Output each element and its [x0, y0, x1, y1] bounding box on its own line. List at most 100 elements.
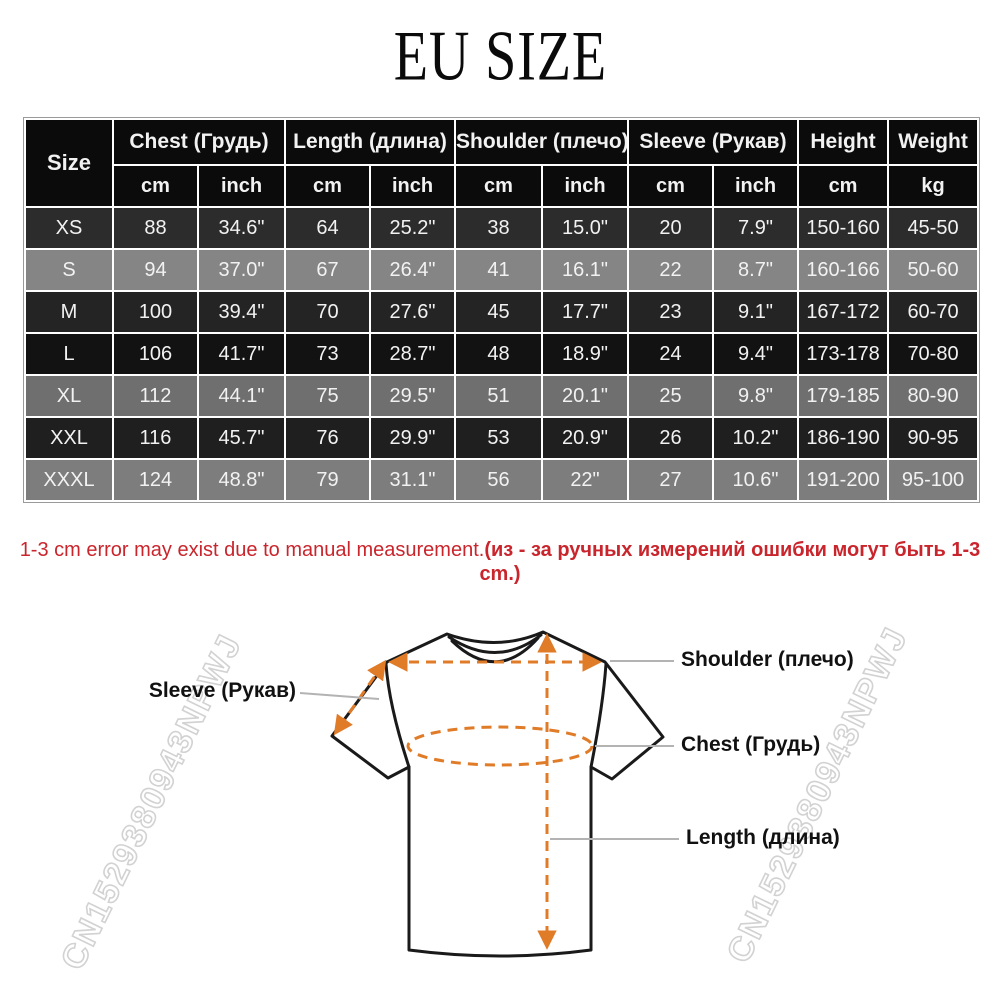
- value-cell: 25.2": [369, 206, 456, 250]
- column-group-header: Sleeve (Рукав): [626, 118, 800, 166]
- value-cell: 95-100: [887, 458, 980, 502]
- value-cell: 37.0": [197, 248, 286, 292]
- value-cell: 9.4": [711, 332, 800, 376]
- value-cell: 179-185: [797, 374, 890, 418]
- value-cell: 9.1": [711, 290, 800, 334]
- size-cell: L: [24, 332, 114, 376]
- size-cell: XXL: [24, 416, 114, 460]
- value-cell: 28.7": [369, 332, 456, 376]
- column-unit-header: cm: [627, 164, 714, 208]
- value-cell: 116: [112, 416, 199, 460]
- value-cell: 20.1": [541, 374, 629, 418]
- column-group-header: Chest (Грудь): [112, 118, 286, 166]
- value-cell: 173-178: [797, 332, 890, 376]
- value-cell: 79: [284, 458, 371, 502]
- value-cell: 191-200: [797, 458, 890, 502]
- value-cell: 124: [112, 458, 199, 502]
- column-group-header: Length (длина): [284, 118, 456, 166]
- value-cell: 15.0": [541, 206, 629, 250]
- value-cell: 150-160: [797, 206, 890, 250]
- value-cell: 27: [627, 458, 714, 502]
- value-cell: 25: [627, 374, 714, 418]
- value-cell: 160-166: [797, 248, 890, 292]
- size-chart-table: Size Chest (Грудь) Length (длина) Shoulder …: [24, 118, 980, 502]
- value-cell: 26: [627, 416, 714, 460]
- measurement-note: 1-3 cm error may exist due to manual mea…: [0, 538, 1000, 586]
- shoulder-label: Shoulder (плечо): [681, 648, 854, 671]
- page-title: EU SIZE: [393, 17, 607, 96]
- column-unit-header: cm: [797, 164, 890, 208]
- value-cell: 112: [112, 374, 199, 418]
- value-cell: 64: [284, 206, 371, 250]
- value-cell: 80-90: [887, 374, 980, 418]
- value-cell: 50-60: [887, 248, 980, 292]
- value-cell: 10.2": [711, 416, 800, 460]
- measurement-note-en: 1-3 cm error may exist due to manual mea…: [19, 539, 485, 561]
- column-group-header: Weight: [887, 118, 980, 166]
- value-cell: 10.6": [711, 458, 800, 502]
- column-unit-header: inch: [711, 164, 800, 208]
- value-cell: 56: [454, 458, 543, 502]
- size-cell: XS: [24, 206, 114, 250]
- value-cell: 22: [627, 248, 714, 292]
- size-cell: M: [24, 290, 114, 334]
- table-row: XS 88 34.6" 64 25.2" 38 15.0" 20 7.9" 150-160 45-5…: [24, 206, 980, 250]
- tshirt-outline: [330, 630, 665, 958]
- table-row: XL 112 44.1" 75 29.5" 51 20.1" 25 9.8" 179-185 80-…: [24, 374, 980, 418]
- column-header-size: Size: [24, 118, 114, 208]
- sleeve-label: Sleeve (Рукав): [148, 679, 296, 702]
- measurement-note-ru: (из - за ручных измерений ошибки могут б…: [479, 539, 981, 585]
- column-unit-header: cm: [112, 164, 199, 208]
- column-group-header: Shoulder (плечо): [454, 118, 629, 166]
- column-unit-header: inch: [541, 164, 629, 208]
- value-cell: 60-70: [887, 290, 980, 334]
- value-cell: 70: [284, 290, 371, 334]
- value-cell: 45.7": [197, 416, 286, 460]
- table-row: M 100 39.4" 70 27.6" 45 17.7" 23 9.1" 167-172 60-7…: [24, 290, 980, 334]
- column-unit-header: kg: [887, 164, 980, 208]
- value-cell: 16.1": [541, 248, 629, 292]
- value-cell: 18.9": [541, 332, 629, 376]
- size-chart-header: Size Chest (Грудь) Length (длина) Shoulder …: [24, 118, 980, 208]
- value-cell: 9.8": [711, 374, 800, 418]
- table-row: XXL 116 45.7" 76 29.9" 53 20.9" 26 10.2" 186-190 9…: [24, 416, 980, 460]
- value-cell: 23: [627, 290, 714, 334]
- value-cell: 41.7": [197, 332, 286, 376]
- value-cell: 27.6": [369, 290, 456, 334]
- value-cell: 45: [454, 290, 543, 334]
- column-unit-header: cm: [284, 164, 371, 208]
- table-row: L 106 41.7" 73 28.7" 48 18.9" 24 9.4" 173-178 70-8…: [24, 332, 980, 376]
- value-cell: 48: [454, 332, 543, 376]
- size-cell: XL: [24, 374, 114, 418]
- value-cell: 186-190: [797, 416, 890, 460]
- column-unit-header: inch: [197, 164, 286, 208]
- value-cell: 20: [627, 206, 714, 250]
- value-cell: 167-172: [797, 290, 890, 334]
- value-cell: 90-95: [887, 416, 980, 460]
- value-cell: 24: [627, 332, 714, 376]
- size-chart-body: XS 88 34.6" 64 25.2" 38 15.0" 20 7.9" 150-160 45-5…: [24, 206, 980, 502]
- value-cell: 75: [284, 374, 371, 418]
- value-cell: 94: [112, 248, 199, 292]
- value-cell: 73: [284, 332, 371, 376]
- value-cell: 51: [454, 374, 543, 418]
- value-cell: 88: [112, 206, 199, 250]
- value-cell: 100: [112, 290, 199, 334]
- size-cell: S: [24, 248, 114, 292]
- value-cell: 34.6": [197, 206, 286, 250]
- value-cell: 41: [454, 248, 543, 292]
- value-cell: 29.9": [369, 416, 456, 460]
- value-cell: 31.1": [369, 458, 456, 502]
- right-armhole-seam: [589, 662, 608, 769]
- column-unit-header: cm: [454, 164, 543, 208]
- table-row: S 94 37.0" 67 26.4" 41 16.1" 22 8.7" 160-166 50-60: [24, 248, 980, 292]
- value-cell: 70-80: [887, 332, 980, 376]
- value-cell: 67: [284, 248, 371, 292]
- value-cell: 29.5": [369, 374, 456, 418]
- column-group-header: Height: [797, 118, 890, 166]
- table-row: XXXL 124 48.8" 79 31.1" 56 22" 27 10.6" 191-200 95…: [24, 458, 980, 502]
- value-cell: 45-50: [887, 206, 980, 250]
- value-cell: 53: [454, 416, 543, 460]
- value-cell: 17.7": [541, 290, 629, 334]
